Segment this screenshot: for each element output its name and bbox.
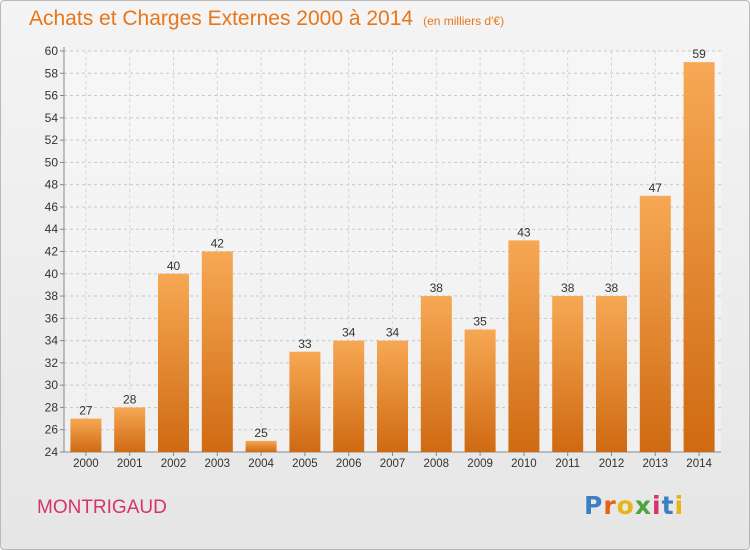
bar (420, 296, 452, 452)
bar-value-label: 42 (211, 237, 225, 251)
y-tick-label: 58 (45, 66, 59, 80)
y-tick-label: 42 (45, 245, 59, 259)
bar (596, 296, 627, 452)
bar-value-label: 34 (342, 326, 356, 340)
bar (508, 240, 540, 452)
y-tick-label: 50 (45, 155, 59, 169)
bar-value-label: 33 (298, 337, 312, 351)
x-tick-label: 2011 (555, 458, 580, 470)
bar (70, 418, 102, 452)
x-tick-label: 2004 (248, 458, 274, 470)
y-tick-label: 40 (45, 267, 59, 281)
logo-letter: x (634, 491, 652, 520)
bar-value-label: 38 (430, 281, 444, 295)
bar (158, 273, 189, 452)
y-tick-label: 34 (45, 334, 59, 348)
y-tick-label: 26 (45, 423, 59, 437)
y-tick-label: 44 (45, 222, 59, 236)
logo-letter: P (584, 491, 604, 520)
x-tick-label: 2006 (336, 458, 362, 470)
logo-letter: t (661, 491, 675, 520)
x-tick-label: 2014 (686, 458, 712, 470)
bar (201, 251, 233, 452)
y-tick-label: 54 (45, 111, 59, 125)
bar (377, 340, 408, 452)
bar (114, 407, 146, 452)
title-unit: (en milliers d'€) (423, 14, 505, 28)
bars (70, 62, 715, 453)
bar (464, 329, 496, 452)
logo-letter: i (674, 491, 685, 520)
x-tick-label: 2012 (599, 458, 625, 470)
x-tick-label: 2002 (161, 458, 187, 470)
chart-title: Achats et Charges Externes 2000 à 2014 (e… (29, 7, 504, 31)
x-tick-label: 2013 (643, 458, 669, 470)
bar-value-label: 59 (692, 47, 706, 61)
x-tick-label: 2007 (380, 458, 406, 470)
proxiti-logo[interactable]: Proxiti (584, 491, 684, 520)
bar-value-label: 43 (517, 225, 531, 239)
x-tick-label: 2005 (292, 458, 318, 470)
y-tick-label: 24 (45, 445, 59, 459)
bar-value-label: 47 (649, 181, 663, 195)
y-tick-label: 38 (45, 289, 59, 303)
logo-letter: r (603, 491, 617, 520)
bar-value-label: 38 (561, 281, 575, 295)
bar-value-label: 34 (386, 326, 400, 340)
logo-letter: o (616, 491, 635, 520)
x-tick-label: 2010 (511, 458, 537, 470)
bar-value-label: 40 (167, 259, 181, 273)
y-tick-label: 52 (45, 133, 59, 147)
bar (639, 195, 671, 453)
x-tick-label: 2000 (73, 458, 99, 470)
x-tick-label: 2008 (424, 458, 450, 470)
y-tick-label: 56 (45, 89, 59, 103)
bar-value-label: 35 (473, 314, 487, 328)
x-tick-label: 2009 (467, 458, 493, 470)
bar (552, 296, 584, 452)
y-tick-label: 48 (45, 178, 59, 192)
bar (289, 351, 321, 452)
bar (245, 440, 277, 452)
bar-value-label: 28 (123, 392, 137, 406)
logo-letter: i (652, 491, 662, 520)
y-tick-label: 46 (45, 200, 59, 214)
title-text: Achats et Charges Externes 2000 à 2014 (29, 7, 414, 30)
bar-value-label: 38 (605, 281, 619, 295)
y-tick-label: 30 (45, 378, 59, 392)
bar-value-label: 25 (254, 426, 268, 440)
x-tick-label: 2003 (205, 458, 231, 470)
y-tick-label: 36 (45, 311, 59, 325)
bar-value-label: 27 (79, 404, 93, 418)
y-tick-label: 32 (45, 356, 59, 370)
bar (333, 340, 365, 452)
y-tick-label: 60 (45, 44, 59, 58)
y-tick-label: 28 (45, 400, 59, 414)
town-name: MONTRIGAUD (37, 497, 167, 518)
bar (683, 62, 715, 453)
labels: 27 2000 28 2001 40 2002 42 2003 25 2004 33 2005 34 20… (73, 47, 712, 470)
x-tick-label: 2001 (117, 458, 143, 470)
